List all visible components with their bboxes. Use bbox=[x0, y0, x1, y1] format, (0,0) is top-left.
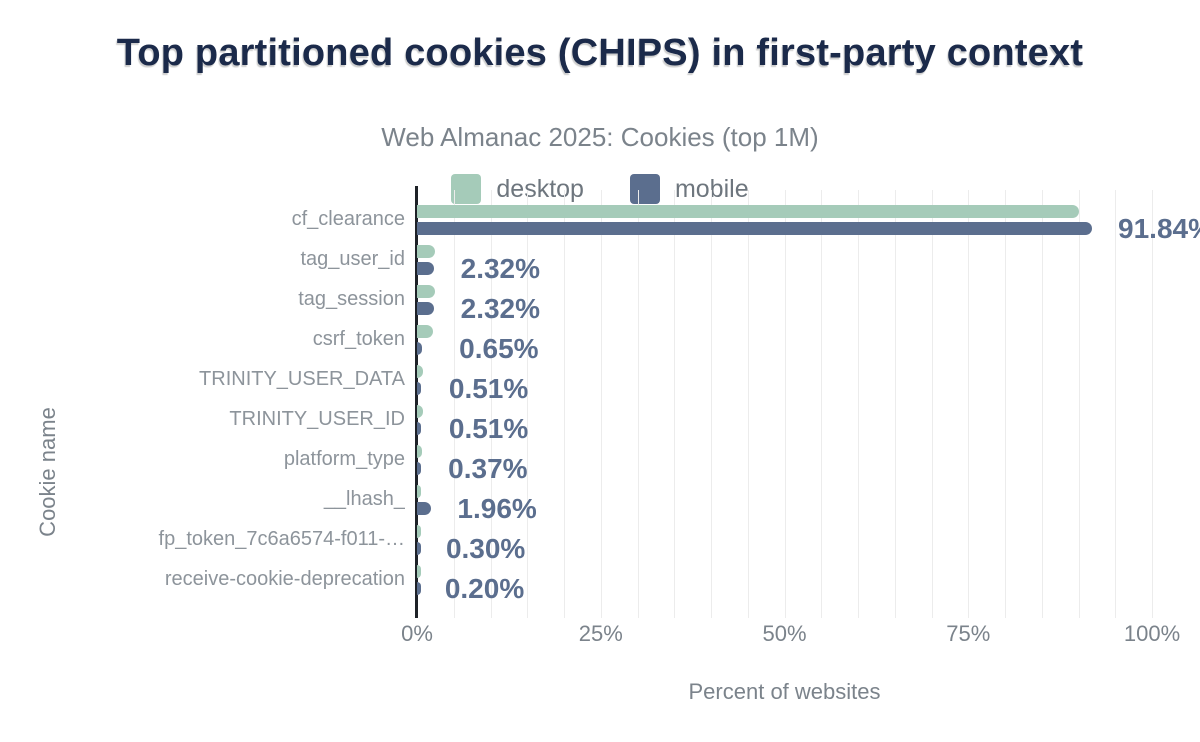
y-axis-title: Cookie name bbox=[35, 407, 60, 537]
bar-desktop-cf_clearance bbox=[417, 205, 1079, 218]
gridline-45pct bbox=[747, 190, 749, 618]
gridline-55pct bbox=[821, 190, 823, 618]
value-label: 1.96% bbox=[457, 493, 537, 524]
x-tick-label: 100% bbox=[1123, 621, 1181, 646]
bar-desktop-tag_user_id bbox=[417, 245, 435, 258]
legend: desktop mobile bbox=[0, 173, 1200, 205]
category-label: tag_user_id bbox=[300, 248, 405, 270]
value-label: 0.37% bbox=[448, 453, 528, 484]
gridline-30pct bbox=[637, 190, 639, 618]
legend-label-desktop: desktop bbox=[496, 174, 584, 203]
legend-swatch-mobile bbox=[629, 174, 660, 204]
bar-mobile-TRINITY_USER_DATA bbox=[417, 382, 421, 395]
bar-desktop-fp_token_7c6a6574-f011-… bbox=[417, 525, 421, 538]
x-tick-label: 50% bbox=[762, 621, 807, 646]
legend-item-mobile[interactable]: mobile bbox=[629, 174, 749, 204]
gridline-75pct bbox=[968, 190, 970, 618]
bar-mobile-TRINITY_USER_ID bbox=[417, 422, 421, 435]
bar-mobile-fp_token_7c6a6574-f011-… bbox=[417, 542, 421, 555]
bar-mobile-tag_session bbox=[417, 302, 435, 315]
bar-desktop-receive-cookie-deprecation bbox=[417, 565, 421, 578]
value-label: 2.32% bbox=[460, 293, 541, 324]
category-label: TRINITY_USER_DATA bbox=[199, 368, 405, 390]
value-label: 91.84% bbox=[1118, 213, 1200, 244]
bar-desktop-TRINITY_USER_ID bbox=[417, 405, 423, 418]
category-label: platform_type bbox=[283, 448, 405, 470]
bar-mobile-receive-cookie-deprecation bbox=[417, 582, 421, 595]
category-label: receive-cookie-deprecation bbox=[164, 568, 405, 590]
value-label: 2.32% bbox=[460, 253, 541, 284]
gridline-85pct bbox=[1041, 190, 1043, 618]
gridline-80pct bbox=[1005, 190, 1006, 618]
gridline-40pct bbox=[711, 190, 712, 618]
bar-mobile-platform_type bbox=[417, 462, 421, 475]
x-tick-label: 25% bbox=[578, 621, 623, 646]
gridline-95pct bbox=[1115, 190, 1117, 618]
bar-mobile-__lhash_ bbox=[417, 502, 432, 515]
gridline-100pct bbox=[1152, 190, 1153, 618]
bar-desktop-TRINITY_USER_DATA bbox=[417, 365, 423, 378]
gridline-70pct bbox=[931, 190, 933, 618]
gridline-35pct bbox=[674, 190, 676, 618]
bar-desktop-tag_session bbox=[417, 285, 435, 298]
y-axis-line bbox=[415, 186, 418, 618]
value-label: 0.65% bbox=[459, 333, 539, 364]
category-label: cf_clearance bbox=[291, 208, 405, 230]
legend-item-desktop[interactable]: desktop bbox=[451, 174, 584, 204]
gridline-15pct bbox=[527, 190, 529, 618]
value-label: 0.51% bbox=[448, 413, 529, 444]
gridline-25pct bbox=[600, 190, 602, 618]
category-label: csrf_token bbox=[312, 328, 405, 350]
bar-desktop-__lhash_ bbox=[417, 485, 421, 498]
category-label: tag_session bbox=[298, 288, 405, 310]
chart-subtitle: Web Almanac 2025: Cookies (top 1M) bbox=[381, 122, 819, 152]
category-label: TRINITY_USER_ID bbox=[229, 408, 405, 430]
gridline-5pct bbox=[453, 190, 455, 618]
chart-title: Top partitioned cookies (CHIPS) in first… bbox=[116, 32, 1084, 74]
legend-swatch-desktop bbox=[451, 174, 482, 204]
bar-mobile-csrf_token bbox=[417, 342, 422, 355]
gridline-90pct bbox=[1078, 190, 1080, 618]
value-label: 0.51% bbox=[448, 373, 529, 404]
value-label: 0.20% bbox=[444, 573, 525, 604]
x-tick-label: 75% bbox=[946, 621, 991, 646]
bar-desktop-platform_type bbox=[417, 445, 423, 458]
bar-mobile-cf_clearance bbox=[417, 222, 1093, 235]
category-label: __lhash_ bbox=[323, 488, 405, 510]
gridline-65pct bbox=[894, 190, 896, 618]
category-label: fp_token_7c6a6574-f011-… bbox=[158, 528, 405, 550]
gridline-60pct bbox=[858, 190, 859, 618]
bar-mobile-tag_user_id bbox=[417, 262, 435, 275]
x-axis-title: Percent of websites bbox=[688, 679, 881, 704]
value-label: 0.30% bbox=[445, 533, 526, 564]
bar-desktop-csrf_token bbox=[417, 325, 434, 338]
gridline-10pct bbox=[490, 190, 492, 618]
x-tick-label: 0% bbox=[401, 621, 433, 646]
gridline-20pct bbox=[564, 190, 565, 618]
gridline-50pct bbox=[784, 190, 786, 618]
